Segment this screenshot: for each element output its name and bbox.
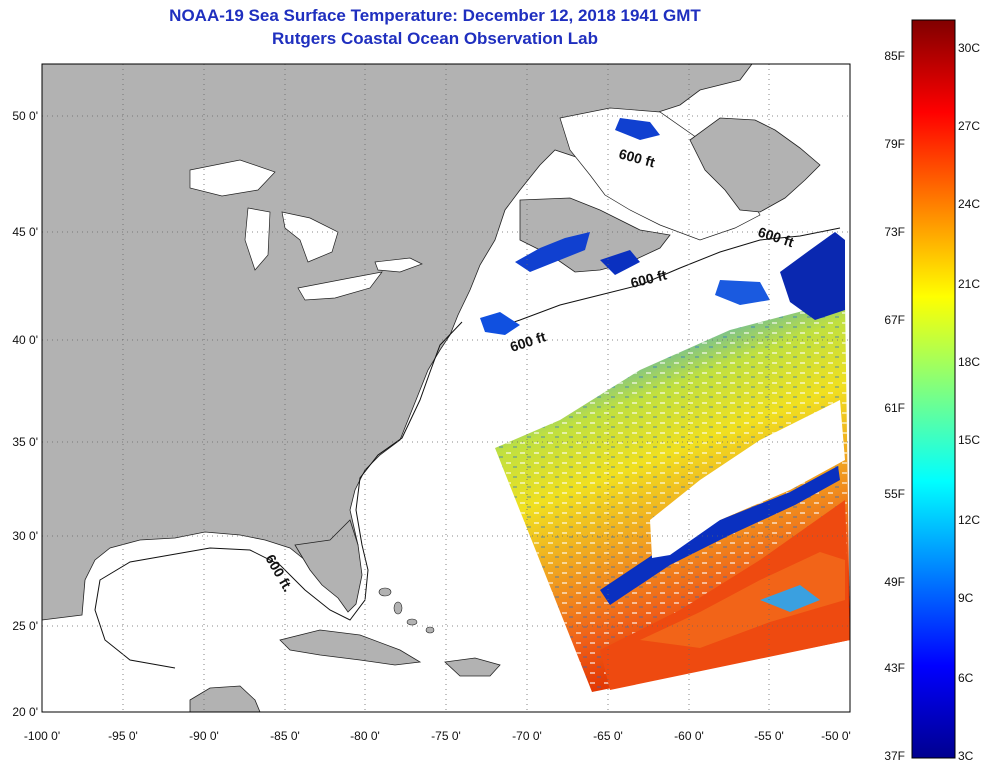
colorbar-fahrenheit-label: 55F [884, 487, 905, 501]
colorbar-celsius-label: 24C [958, 197, 980, 211]
map-subtitle: Rutgers Coastal Ocean Observation Lab [272, 29, 598, 48]
bathymetry-600ft-contour-north [489, 227, 841, 331]
colorbar-fahrenheit-label: 85F [884, 49, 905, 63]
sst-swath [480, 118, 850, 692]
graticule [42, 64, 850, 712]
land-cuba [279, 629, 422, 666]
lon-tick-label: -90 0' [189, 729, 219, 743]
colorbar-fahrenheit-label: 73F [884, 225, 905, 239]
land-newfoundland [689, 117, 821, 213]
colorbar-fahrenheit-label: 49F [884, 575, 905, 589]
colorbar-celsius-label: 30C [958, 41, 980, 55]
colorbar-fahrenheit-label: 61F [884, 401, 905, 415]
lon-tick-label: -55 0' [754, 729, 784, 743]
colorbar-celsius-label: 9C [958, 591, 974, 605]
lat-tick-label: 20 0' [12, 705, 38, 719]
bathymetry-600ft-contour [94, 321, 463, 669]
great-lakes [189, 159, 423, 301]
colorbar-fahrenheit-label: 43F [884, 661, 905, 675]
gulf-st-lawrence [559, 107, 761, 241]
colorbar-celsius-label: 12C [958, 513, 980, 527]
colorbar [911, 19, 956, 759]
lon-tick-label: -85 0' [270, 729, 300, 743]
map-border [41, 63, 851, 713]
lon-tick-label: -60 0' [674, 729, 704, 743]
lon-tick-label: -80 0' [350, 729, 380, 743]
lon-tick-label: -65 0' [593, 729, 623, 743]
colorbar-celsius-label: 18C [958, 355, 980, 369]
colorbar-fahrenheit-label: 37F [884, 749, 905, 763]
lat-tick-label: 25 0' [12, 619, 38, 633]
lon-tick-label: -50 0' [821, 729, 851, 743]
lat-tick-label: 45 0' [12, 225, 38, 239]
lon-tick-label: -100 0' [24, 729, 60, 743]
colorbar-celsius-label: 21C [958, 277, 980, 291]
colorbar-celsius-label: 6C [958, 671, 974, 685]
colorbar-celsius-label: 3C [958, 749, 974, 763]
land-hispaniola [444, 657, 501, 677]
lat-tick-label: 50 0' [12, 109, 38, 123]
colorbar-celsius-label: 27C [958, 119, 980, 133]
lat-tick-label: 35 0' [12, 435, 38, 449]
land-florida [294, 519, 363, 613]
lon-tick-label: -70 0' [512, 729, 542, 743]
lon-tick-label: -95 0' [108, 729, 138, 743]
lat-tick-label: 30 0' [12, 529, 38, 543]
lat-tick-label: 40 0' [12, 333, 38, 347]
colorbar-fahrenheit-label: 79F [884, 137, 905, 151]
map-title: NOAA-19 Sea Surface Temperature: Decembe… [169, 6, 701, 25]
colorbar-celsius-label: 15C [958, 433, 980, 447]
colorbar-fahrenheit-label: 67F [884, 313, 905, 327]
land-yucatan [189, 685, 261, 712]
land-bahamas [378, 587, 435, 634]
lon-tick-label: -75 0' [431, 729, 461, 743]
